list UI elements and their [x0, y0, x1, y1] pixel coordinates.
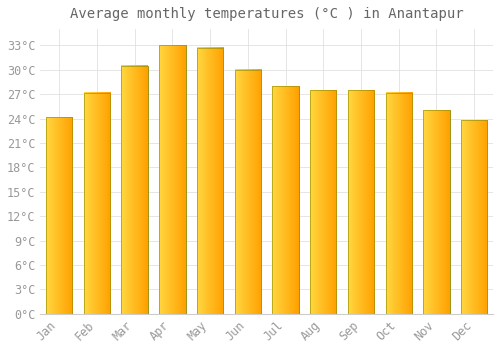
Bar	[310, 90, 336, 314]
Bar	[234, 70, 261, 314]
Bar	[84, 92, 110, 314]
Bar	[122, 66, 148, 314]
Bar	[424, 111, 450, 314]
Bar	[348, 90, 374, 314]
Bar	[46, 117, 72, 314]
Bar	[386, 92, 412, 314]
Bar	[159, 46, 186, 314]
Bar	[424, 111, 450, 314]
Title: Average monthly temperatures (°C ) in Anantapur: Average monthly temperatures (°C ) in An…	[70, 7, 464, 21]
Bar	[310, 90, 336, 314]
Bar	[46, 117, 72, 314]
Bar	[234, 70, 261, 314]
Bar	[197, 48, 224, 314]
Bar	[122, 66, 148, 314]
Bar	[348, 90, 374, 314]
Bar	[272, 86, 299, 314]
Bar	[461, 120, 487, 314]
Bar	[386, 92, 412, 314]
Bar	[159, 46, 186, 314]
Bar	[461, 120, 487, 314]
Bar	[197, 48, 224, 314]
Bar	[84, 92, 110, 314]
Bar	[272, 86, 299, 314]
